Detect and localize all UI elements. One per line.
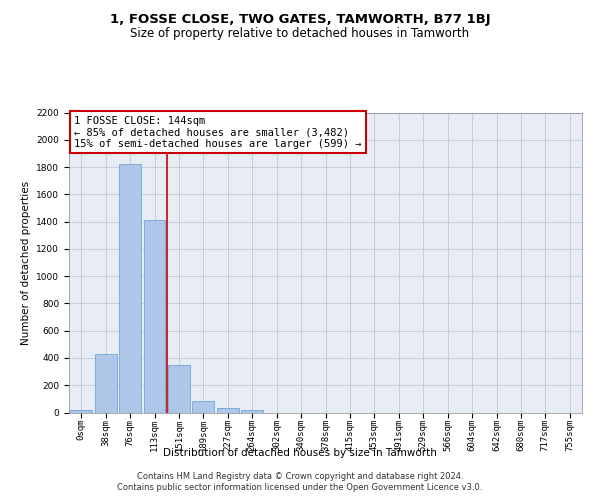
Text: 1, FOSSE CLOSE, TWO GATES, TAMWORTH, B77 1BJ: 1, FOSSE CLOSE, TWO GATES, TAMWORTH, B77… bbox=[110, 12, 490, 26]
Bar bbox=[241, 410, 263, 412]
Bar bbox=[168, 365, 190, 412]
Bar bbox=[143, 220, 166, 412]
Bar bbox=[119, 164, 141, 412]
Bar bbox=[217, 408, 239, 412]
Text: Size of property relative to detached houses in Tamworth: Size of property relative to detached ho… bbox=[130, 28, 470, 40]
Bar bbox=[95, 354, 116, 412]
Bar bbox=[70, 410, 92, 412]
Text: Distribution of detached houses by size in Tamworth: Distribution of detached houses by size … bbox=[163, 448, 437, 458]
Text: Contains HM Land Registry data © Crown copyright and database right 2024.: Contains HM Land Registry data © Crown c… bbox=[137, 472, 463, 481]
Text: 1 FOSSE CLOSE: 144sqm
← 85% of detached houses are smaller (3,482)
15% of semi-d: 1 FOSSE CLOSE: 144sqm ← 85% of detached … bbox=[74, 116, 362, 148]
Y-axis label: Number of detached properties: Number of detached properties bbox=[21, 180, 31, 344]
Text: Contains public sector information licensed under the Open Government Licence v3: Contains public sector information licen… bbox=[118, 484, 482, 492]
Bar bbox=[193, 401, 214, 412]
